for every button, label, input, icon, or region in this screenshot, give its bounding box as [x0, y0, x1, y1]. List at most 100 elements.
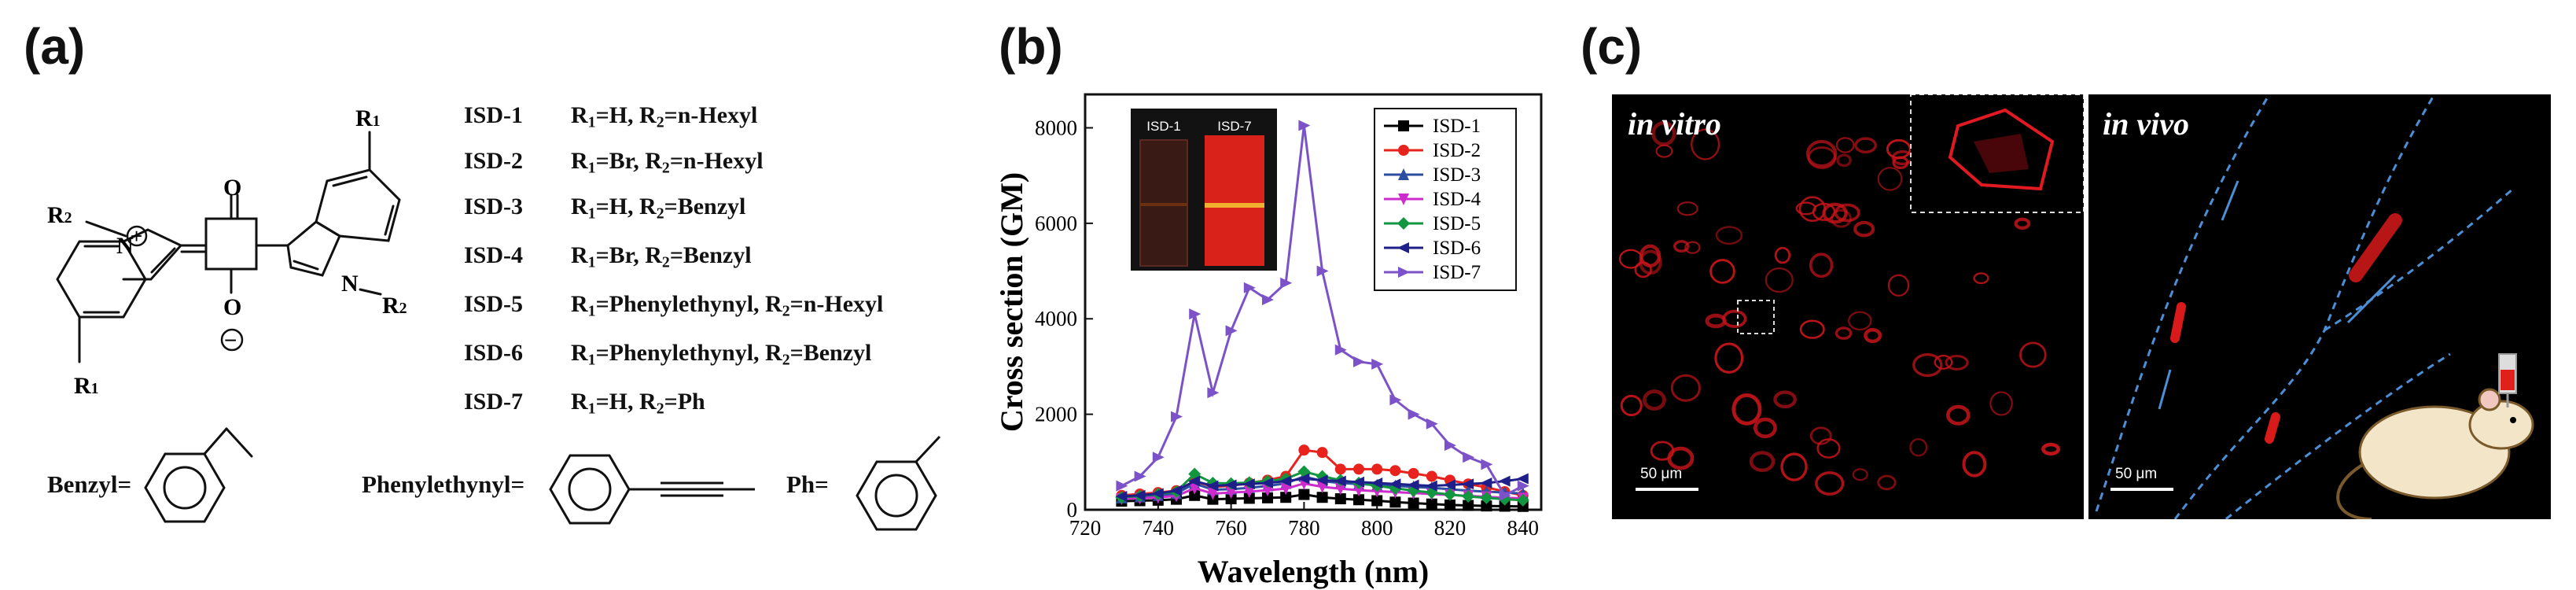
cell: [1887, 274, 1910, 297]
panel-label-c: (c): [1581, 18, 1643, 75]
x-tick-label: 740: [1143, 516, 1175, 540]
data-point-isd-1: [1371, 495, 1383, 507]
data-point-isd-7: [1463, 452, 1475, 463]
r1-value: H: [609, 389, 628, 415]
x-tick-label: 840: [1507, 516, 1540, 540]
inset-label-isd7: ISD-7: [1217, 119, 1251, 134]
data-point-isd-5: [1480, 491, 1493, 504]
in-vitro-scale-label: 50 μm: [1640, 466, 1683, 482]
x-tick-label: 760: [1215, 516, 1247, 540]
legend-label: ISD-6: [1433, 238, 1481, 259]
cell: [1709, 259, 1735, 284]
data-point-isd-7: [1316, 265, 1329, 277]
data-point-isd-6: [1371, 478, 1383, 489]
isd-name: ISD-5: [464, 291, 524, 317]
charge-plus-circle: [126, 225, 148, 247]
y-axis-label: Cross section (GM): [994, 172, 1029, 432]
data-point-isd-7: [1207, 387, 1220, 399]
data-point-isd-7: [1353, 356, 1365, 367]
phenylethynyl-label: Phenylethynyl=: [362, 470, 525, 498]
legend-label: ISD-5: [1433, 213, 1481, 234]
data-point-isd-6: [1115, 491, 1128, 503]
two-photon-cross-section-chart: 720 740 760 780 800 820 840 0 2000 4000 6000 8000 Wa…: [994, 93, 1543, 589]
data-point-isd-1: [1189, 489, 1201, 501]
x-tick-label: 720: [1069, 516, 1102, 540]
data-point-isd-1: [1389, 496, 1401, 508]
isd-substituents: R1=H, R2=Ph: [571, 389, 705, 418]
data-point-isd-6: [1279, 475, 1292, 487]
data-point-isd-1: [1353, 494, 1364, 506]
mouse-head: [2468, 400, 2534, 450]
in-vivo-scalebar: [2110, 488, 2173, 491]
cell: [2019, 341, 2047, 368]
plot-frame: [1084, 93, 1543, 511]
x-tick-label: 820: [1434, 516, 1466, 540]
data-point-isd-7: [1171, 411, 1183, 422]
cell: [1651, 121, 1676, 146]
inset-label-isd1: ISD-1: [1146, 119, 1180, 134]
legend-label: ISD-3: [1433, 164, 1481, 186]
r1-value: Br: [609, 242, 634, 268]
y-tick-label: 0: [1067, 498, 1078, 522]
data-point-isd-2: [1389, 465, 1401, 477]
data-point-isd-6: [1170, 485, 1182, 496]
selection-box: [1737, 300, 1775, 334]
ph-label: Ph=: [786, 470, 829, 498]
data-point-isd-7: [1334, 344, 1347, 356]
legend-marker: [1398, 145, 1409, 156]
charge-plus: +: [131, 224, 142, 248]
data-point-isd-6: [1389, 478, 1401, 490]
right-benzene-ring: [315, 168, 401, 242]
legend-marker: [1398, 168, 1409, 180]
benzyl-ring: [144, 452, 226, 523]
cell: [1754, 417, 1777, 439]
data-point-isd-7: [1262, 293, 1274, 305]
inset-laser-beam: [1205, 203, 1264, 208]
zoom-cell: [1948, 108, 2055, 191]
data-point-isd-7: [1225, 325, 1238, 337]
cell: [1835, 137, 1855, 153]
blood-flow-signal: [2349, 213, 2402, 282]
cell: [1773, 390, 1797, 409]
data-point-isd-6: [1133, 489, 1146, 501]
legend-label: ISD-2: [1433, 140, 1481, 161]
cell: [1691, 128, 1720, 160]
in-vivo-scale-label: 50 μm: [2115, 466, 2158, 482]
data-point-isd-1: [1280, 492, 1292, 503]
legend-label: ISD-1: [1433, 116, 1481, 137]
data-point-isd-6: [1224, 479, 1237, 491]
cell: [1934, 354, 1953, 370]
squaraine-structure: R2 N + O O − R1 R1 N R2: [47, 105, 407, 523]
data-point-isd-4: [1262, 485, 1273, 497]
cell: [1912, 352, 1943, 378]
cell: [2014, 217, 2031, 230]
cell: [1749, 451, 1776, 473]
data-point-isd-5: [1516, 493, 1529, 507]
in-vitro-scalebar: [1636, 488, 1698, 491]
cell: [1643, 389, 1666, 411]
data-point-isd-7: [1371, 358, 1384, 370]
vessel-wall: [2324, 187, 2514, 332]
x-tick-label: 780: [1288, 516, 1320, 540]
cell: [1684, 241, 1701, 254]
inset-cuvette-isd7: [1205, 135, 1264, 266]
data-point-isd-1: [1444, 499, 1455, 511]
isd-substituents: R1=Phenylethynyl, R2=Benzyl: [571, 340, 872, 369]
cell: [1809, 253, 1834, 278]
right-pyrrole-ring: [286, 220, 341, 277]
cell: [1945, 355, 1969, 371]
y-tick-label: 2000: [1035, 403, 1077, 426]
cell: [1780, 452, 1808, 481]
data-point-isd-5: [1425, 486, 1438, 500]
r2-right-label: R2: [382, 293, 407, 319]
r1-value: Phenylethynyl: [609, 291, 754, 317]
r1-right-label: R1: [355, 105, 381, 131]
flow-arrow: [2346, 274, 2397, 324]
data-point-isd-6: [1480, 478, 1492, 489]
legend-marker: [1398, 120, 1409, 131]
isd-name: ISD-1: [464, 102, 524, 128]
data-point-isd-1: [1408, 497, 1419, 509]
data-point-isd-6: [1444, 479, 1455, 491]
cell: [1836, 153, 1852, 168]
data-point-isd-6: [1242, 478, 1255, 490]
